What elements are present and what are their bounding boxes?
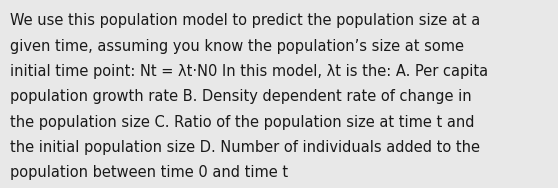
Text: population between time 0 and time t: population between time 0 and time t: [10, 165, 288, 180]
Text: We use this population model to predict the population size at a: We use this population model to predict …: [10, 13, 480, 28]
Text: population growth rate B. Density dependent rate of change in: population growth rate B. Density depend…: [10, 89, 472, 104]
Text: the initial population size D. Number of individuals added to the: the initial population size D. Number of…: [10, 140, 480, 155]
Text: initial time point: Nt = λt·N0 In this model, λt is the: A. Per capita: initial time point: Nt = λt·N0 In this m…: [10, 64, 488, 79]
Text: given time, assuming you know the population’s size at some: given time, assuming you know the popula…: [10, 39, 464, 54]
Text: the population size C. Ratio of the population size at time t and: the population size C. Ratio of the popu…: [10, 115, 474, 130]
